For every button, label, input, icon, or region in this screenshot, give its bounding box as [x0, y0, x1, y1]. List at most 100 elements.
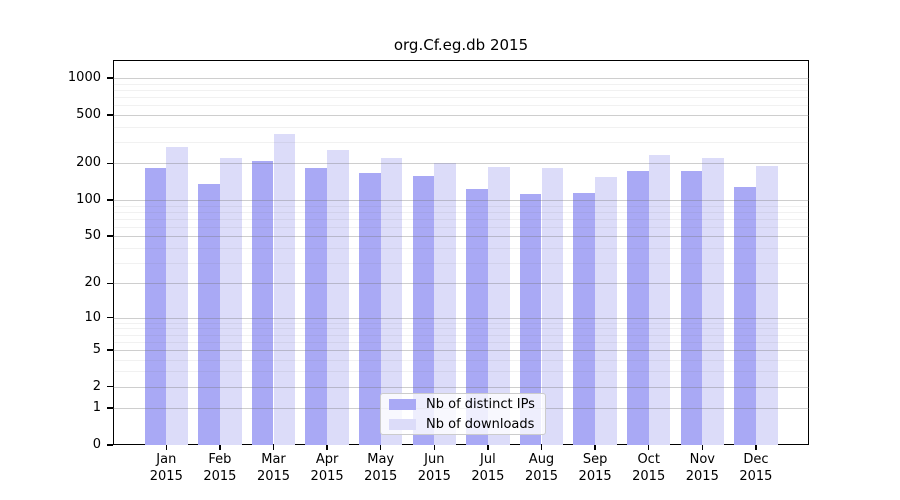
bar-may-ips	[359, 172, 381, 445]
bar-aug-downloads	[541, 167, 564, 445]
legend-item: Nb of distinct IPs	[389, 398, 545, 411]
year-label: 2015	[578, 469, 612, 484]
year-label: 2015	[310, 469, 344, 484]
gridline-minor	[113, 371, 809, 373]
gridline-major	[113, 236, 809, 238]
legend-swatch-ips	[389, 398, 416, 410]
y-tick-label: 200	[76, 155, 101, 171]
bar-jan-downloads	[166, 146, 188, 445]
month-label: Apr	[315, 452, 339, 467]
y-tick-mark	[107, 407, 113, 409]
year-label: 2015	[632, 469, 666, 484]
legend: Nb of distinct IPs Nb of downloads	[380, 393, 546, 435]
gridline-minor	[113, 141, 809, 143]
month-label: Jul	[480, 452, 496, 467]
year-label: 2015	[685, 469, 719, 484]
gridline-minor	[113, 322, 809, 324]
y-tick-label: 1000	[67, 70, 101, 86]
y-tick-mark	[107, 385, 113, 388]
month-label: Oct	[637, 452, 660, 467]
gridline-major	[113, 163, 809, 165]
y-tick-mark	[107, 235, 113, 237]
gridline-minor	[113, 126, 809, 128]
month-label: May	[367, 452, 395, 467]
bar-sep-ips	[573, 193, 596, 445]
year-label: 2015	[203, 469, 237, 484]
x-tick-label-jul: Jul 2015	[461, 451, 515, 485]
gridline-major	[113, 199, 809, 201]
bar-oct-downloads	[648, 154, 671, 445]
gridline-minor	[113, 211, 809, 213]
year-label: 2015	[256, 469, 291, 484]
y-tick-label: 2	[92, 378, 101, 394]
gridline-minor	[113, 205, 809, 207]
chart-title: org.Cf.eg.db 2015	[393, 36, 529, 54]
x-tick-mark	[487, 445, 489, 450]
bar-nov-ips	[680, 171, 703, 445]
bar-nov-downloads	[702, 157, 724, 445]
gridline-minor	[113, 226, 809, 228]
gridline-major	[113, 114, 809, 116]
month-label: Dec	[743, 452, 769, 467]
bar-jul-ips	[466, 189, 488, 445]
x-tick-label-dec: Dec 2015	[729, 451, 783, 485]
y-tick-mark	[107, 282, 113, 285]
year-label: 2015	[417, 469, 451, 484]
x-tick-label-nov: Nov 2015	[675, 451, 729, 485]
bar-sep-downloads	[595, 176, 617, 445]
x-tick-label-aug: Aug 2015	[515, 451, 569, 485]
x-tick-label-mar: Mar 2015	[247, 451, 301, 485]
y-tick-mark	[107, 114, 113, 116]
legend-item: Nb of downloads	[389, 418, 545, 431]
x-tick-mark	[272, 445, 275, 450]
year-label: 2015	[471, 469, 505, 484]
year-label: 2015	[364, 469, 398, 484]
legend-label: Nb of distinct IPs	[426, 396, 535, 412]
x-tick-mark	[326, 445, 328, 450]
y-tick-label: 1	[92, 400, 101, 416]
gridline-minor	[113, 262, 809, 264]
gridline-major	[113, 283, 809, 285]
gridline-major	[113, 317, 809, 319]
x-tick-label-feb: Feb 2015	[193, 451, 247, 485]
month-label: Nov	[689, 452, 715, 467]
x-tick-mark	[165, 445, 168, 450]
bar-jul-downloads	[487, 166, 510, 445]
x-tick-label-sep: Sep 2015	[568, 451, 622, 485]
month-label: Jun	[424, 452, 445, 467]
plot-area	[113, 60, 809, 445]
y-tick-mark	[107, 316, 113, 319]
gridline-minor	[113, 359, 809, 361]
x-tick-label-oct: Oct 2015	[622, 451, 676, 485]
x-tick-mark	[647, 445, 650, 450]
bar-jun-ips	[412, 176, 435, 445]
gridline-minor	[113, 334, 809, 336]
month-label: Jan	[156, 452, 177, 467]
bar-apr-downloads	[327, 150, 349, 445]
x-tick-label-jun: Jun 2015	[407, 451, 461, 485]
y-tick-label: 10	[84, 309, 101, 325]
gridline-minor	[113, 105, 809, 107]
y-tick-label: 0	[92, 437, 101, 452]
x-tick-mark	[433, 445, 436, 450]
y-tick-label: 5	[92, 341, 101, 357]
gridline-minor	[113, 97, 809, 99]
x-tick-label-apr: Apr 2015	[300, 451, 354, 485]
month-label: Mar	[261, 452, 286, 467]
y-tick-mark	[107, 349, 113, 351]
bar-dec-downloads	[755, 165, 778, 445]
x-tick-mark	[701, 445, 704, 450]
bar-mar-downloads	[273, 133, 296, 445]
y-tick-mark	[107, 77, 113, 79]
month-label: Feb	[208, 452, 232, 467]
bar-dec-ips	[734, 187, 756, 445]
bar-apr-ips	[305, 167, 328, 445]
y-tick-mark	[107, 444, 113, 446]
gridline-major	[113, 386, 809, 388]
year-label: 2015	[739, 469, 773, 484]
bar-jun-downloads	[434, 163, 456, 445]
gridline-major	[113, 349, 809, 351]
year-label: 2015	[149, 469, 183, 484]
y-tick-label: 500	[76, 106, 101, 122]
